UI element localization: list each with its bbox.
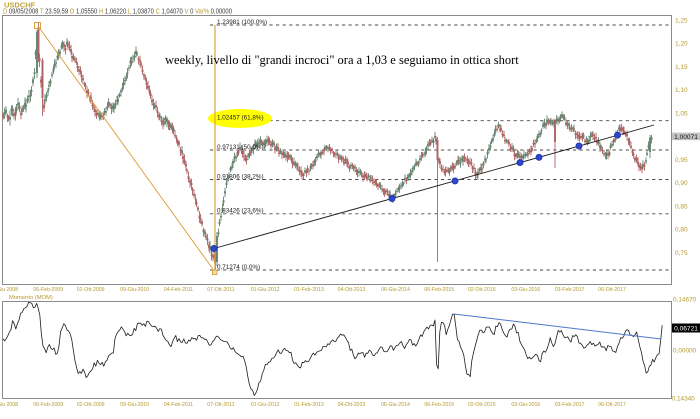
svg-text:D 09/05/2008 T 23.59.59 O 1,05: D 09/05/2008 T 23.59.59 O 1,05550 H 1,06… <box>3 7 232 16</box>
svg-text:06-Feb-2015: 06-Feb-2015 <box>424 287 454 293</box>
svg-text:04-Ott-2013: 04-Ott-2013 <box>338 402 366 408</box>
svg-text:06-Ott-2017: 06-Ott-2017 <box>598 402 626 408</box>
svg-text:01-Giu-2012: 01-Giu-2012 <box>251 287 280 293</box>
svg-text:01-Feb-2013: 01-Feb-2013 <box>294 287 324 293</box>
svg-text:03-Feb-2017: 03-Feb-2017 <box>555 402 585 408</box>
svg-text:04-Feb-2011: 04-Feb-2011 <box>164 402 193 408</box>
svg-text:0,06721: 0,06721 <box>674 326 698 333</box>
svg-text:1,25: 1,25 <box>675 18 688 25</box>
svg-text:03-Giu-2016: 03-Giu-2016 <box>511 402 540 408</box>
svg-text:0,85: 0,85 <box>675 203 688 210</box>
svg-text:1,10: 1,10 <box>675 87 688 94</box>
svg-text:02-Ott-2009: 02-Ott-2009 <box>77 287 105 293</box>
svg-text:1,20: 1,20 <box>675 41 688 48</box>
svg-text:Giu 2008: Giu 2008 <box>0 287 18 293</box>
svg-text:0,83426 (23,6%): 0,83426 (23,6%) <box>217 208 264 215</box>
svg-text:weekly, livello di "grandi inc: weekly, livello di "grandi incroci" ora … <box>165 53 519 67</box>
svg-text:0,80: 0,80 <box>675 227 688 234</box>
svg-text:01-Giu-2012: 01-Giu-2012 <box>251 402 280 408</box>
svg-text:06-Ott-2017: 06-Ott-2017 <box>598 287 626 293</box>
svg-text:0,00000: 0,00000 <box>673 347 697 354</box>
svg-text:USDCHF: USDCHF <box>4 1 36 10</box>
svg-text:0,71274 (0,0%): 0,71274 (0,0%) <box>217 264 260 271</box>
svg-text:1,15: 1,15 <box>675 64 688 71</box>
svg-text:06-Giu-2014: 06-Giu-2014 <box>381 402 410 408</box>
svg-text:0,91806 (38,2%): 0,91806 (38,2%) <box>217 173 264 180</box>
svg-text:03-Feb-2017: 03-Feb-2017 <box>555 287 585 293</box>
svg-text:04-Ott-2013: 04-Ott-2013 <box>338 287 366 293</box>
svg-text:01-Feb-2013: 01-Feb-2013 <box>294 402 324 408</box>
svg-text:06-Feb-2009: 06-Feb-2009 <box>33 402 63 408</box>
svg-text:0,90: 0,90 <box>675 180 688 187</box>
svg-text:03-Giu-2016: 03-Giu-2016 <box>511 287 540 293</box>
svg-text:02-Ott-2009: 02-Ott-2009 <box>77 402 105 408</box>
svg-text:02-Ott-2015: 02-Ott-2015 <box>468 402 496 408</box>
svg-text:07-Ott-2011: 07-Ott-2011 <box>207 287 234 293</box>
svg-text:04-Feb-2011: 04-Feb-2011 <box>164 287 193 293</box>
svg-text:09-Giu-2010: 09-Giu-2010 <box>120 402 149 408</box>
svg-text:0,97131 (50,0%): 0,97131 (50,0%) <box>217 144 264 151</box>
svg-text:-0,14340: -0,14340 <box>670 395 696 402</box>
svg-text:Momento (MOM): Momento (MOM) <box>9 295 53 301</box>
svg-text:09-Giu-2010: 09-Giu-2010 <box>120 287 149 293</box>
svg-text:06-Feb-2009: 06-Feb-2009 <box>33 287 63 293</box>
svg-text:07-Ott-2011: 07-Ott-2011 <box>207 402 234 408</box>
svg-text:Giu 2008: Giu 2008 <box>0 402 18 408</box>
svg-text:0,75: 0,75 <box>675 250 688 257</box>
svg-text:1,02457 (61,8%): 1,02457 (61,8%) <box>217 115 264 122</box>
svg-text:1,05: 1,05 <box>675 110 688 117</box>
svg-text:06-Giu-2014: 06-Giu-2014 <box>381 287 410 293</box>
svg-text:1,00071: 1,00071 <box>674 134 698 141</box>
svg-text:06-Feb-2015: 06-Feb-2015 <box>424 402 454 408</box>
svg-text:0,14670: 0,14670 <box>673 296 697 303</box>
svg-text:1,23981 (100,0%): 1,23981 (100,0%) <box>217 19 267 26</box>
svg-text:02-Ott-2015: 02-Ott-2015 <box>468 287 496 293</box>
svg-text:0,95: 0,95 <box>675 157 688 164</box>
